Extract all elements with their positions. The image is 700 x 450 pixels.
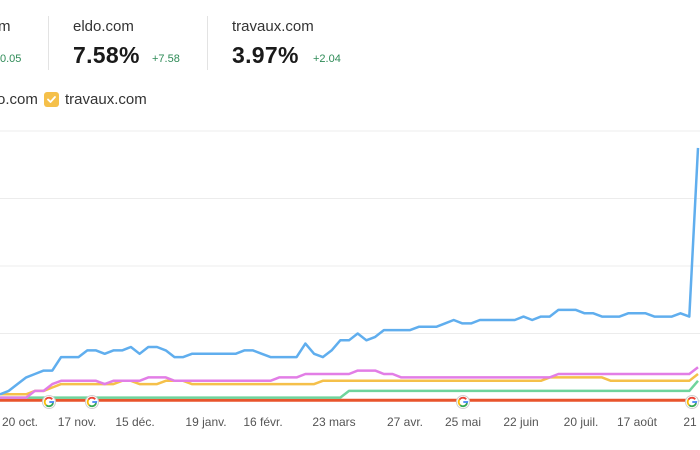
metric-1-delta: 0.05	[0, 53, 22, 65]
metric-3-delta: +2.04	[313, 53, 341, 65]
x-tick-label: 17 nov.	[58, 415, 96, 429]
x-tick-label: 21	[683, 415, 697, 429]
legend-item-travaux-checkbox[interactable]	[44, 92, 59, 107]
metric-2-value: 7.58%	[73, 42, 140, 68]
x-tick-label: 17 août	[617, 415, 658, 429]
checkmark-icon	[47, 96, 56, 103]
metric-3-name: travaux.com	[232, 18, 314, 35]
x-tick-label: 25 mai	[445, 415, 481, 429]
x-tick-label: 27 avr.	[387, 415, 423, 429]
x-tick-label: 20 oct.	[2, 415, 38, 429]
x-tick-label: 19 janv.	[185, 415, 226, 429]
x-tick-label: 22 juin	[503, 415, 538, 429]
series-line-travaux-com	[0, 373, 699, 396]
metric-2-name: eldo.com	[73, 18, 134, 35]
google-update-marker-icon[interactable]	[456, 395, 470, 409]
google-update-marker-icon[interactable]	[685, 395, 699, 409]
x-tick-label: 15 déc.	[115, 415, 154, 429]
series-line-green	[0, 379, 699, 399]
x-tick-label: 16 févr.	[243, 415, 282, 429]
x-tick-label: 20 juil.	[564, 415, 599, 429]
series-line-blue	[0, 147, 700, 396]
metric-divider	[207, 16, 208, 70]
metric-1-name: m	[0, 18, 11, 35]
metric-divider	[48, 16, 49, 70]
metric-3-value: 3.97%	[232, 42, 299, 68]
google-update-marker-icon[interactable]	[85, 395, 99, 409]
metric-2-delta: +7.58	[152, 53, 180, 65]
series-line-pink	[0, 366, 699, 399]
legend-item-blue-label[interactable]: o.com	[0, 91, 38, 108]
google-update-marker-icon[interactable]	[42, 395, 56, 409]
series-line-red	[0, 397, 699, 402]
legend-item-travaux-label[interactable]: travaux.com	[65, 91, 147, 108]
x-tick-label: 23 mars	[312, 415, 355, 429]
